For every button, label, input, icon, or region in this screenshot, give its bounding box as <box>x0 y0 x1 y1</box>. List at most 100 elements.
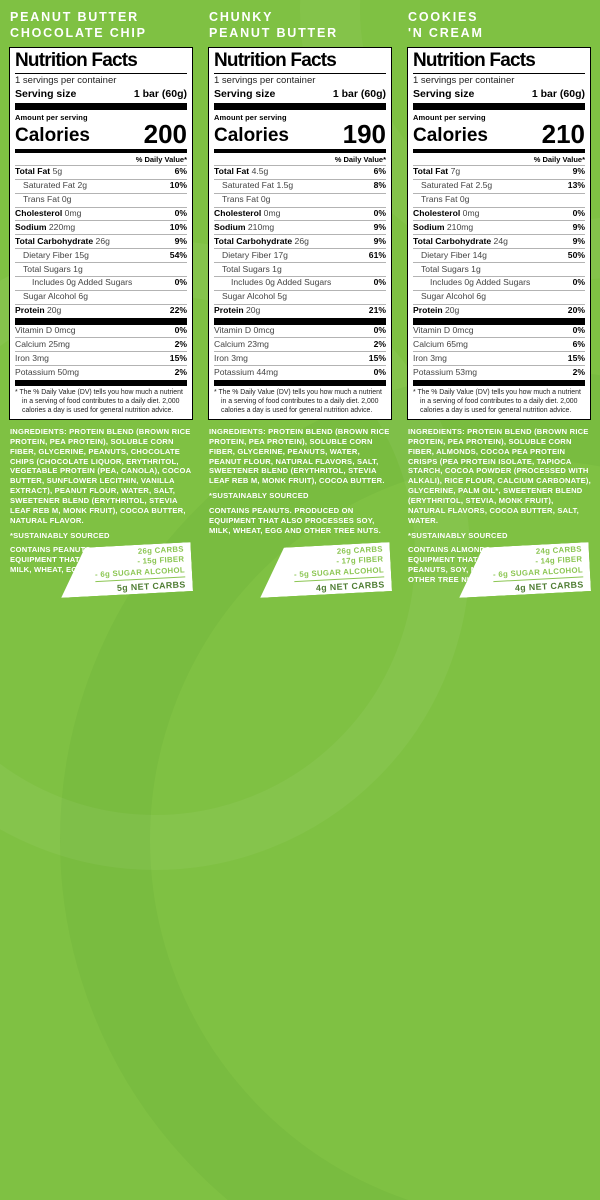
thick-rule <box>15 102 187 110</box>
allergen-processed-on: PRODUCED ON EQUIPMENT THAT ALSO PROCESSE… <box>209 505 381 535</box>
calories-label: Calories <box>413 124 488 146</box>
amount-per-serving-label: Amount per serving <box>15 112 88 122</box>
vitamin-amount: 25mg <box>48 338 70 349</box>
nutrient-label: Includes 0g Added Sugars <box>430 277 531 288</box>
medium-rule <box>214 380 386 387</box>
nutrient-amount: 1g <box>272 263 282 274</box>
nutrient-name: Includes 0g Added Sugars <box>214 277 331 288</box>
nutrient-row: Saturated Fat 2g 10% <box>15 178 187 193</box>
daily-value-header: % Daily Value* <box>533 154 585 164</box>
calories-row: Calories 210 <box>413 118 585 149</box>
nutrition-facts-title: Nutrition Facts <box>15 50 138 71</box>
sustainably-sourced-note: *SUSTAINABLY SOURCED <box>209 491 309 501</box>
nutrient-label: Dietary Fiber <box>222 249 272 260</box>
nutrient-row: Total Carbohydrate 26g 9% <box>214 234 386 248</box>
nutrient-amount: 20g <box>246 305 261 316</box>
ingredients-label: INGREDIENTS: <box>10 426 67 436</box>
nutrient-amount: 1g <box>471 263 481 274</box>
allergen-contains: CONTAINS ALMONDS. <box>408 545 493 555</box>
nutrient-label: Protein <box>15 305 45 316</box>
nutrient-daily-value: 22% <box>169 305 187 316</box>
ingredients-label: INGREDIENTS: <box>209 426 266 436</box>
nutrient-rows: Total Fat 5g 6% Saturated Fat 2g 10% Trans F… <box>15 164 187 318</box>
nutrient-name: Trans Fat 0g <box>214 194 270 205</box>
nutrition-facts-panel: Nutrition Facts 1 servings per container S… <box>407 47 591 420</box>
nutrient-name: Sugar Alcohol 6g <box>413 291 486 302</box>
net-carbs-total: 4g NET CARBS <box>514 579 584 594</box>
flavor-title-line-1: COOKIES <box>408 10 479 24</box>
nutrient-row: Trans Fat 0g <box>15 192 187 207</box>
nutrient-row: Total Sugars 1g <box>413 262 585 276</box>
nutrient-name: Protein 20g <box>214 305 261 316</box>
serving-size-row: Serving size 1 bar (60g) <box>413 87 585 103</box>
nutrient-row: Saturated Fat 1.5g 8% <box>214 178 386 193</box>
daily-value-footnote: * The % Daily Value (DV) tells you how m… <box>15 389 183 414</box>
nutrient-amount: 5g <box>52 166 63 177</box>
nutrient-name: Total Carbohydrate 24g <box>413 236 508 247</box>
nutrient-daily-value: 0% <box>373 277 386 288</box>
serving-size-label: Serving size <box>15 87 77 100</box>
vitamin-row: Vitamin D 0mcg 0% <box>214 325 386 338</box>
sustainably-sourced-note: *SUSTAINABLY SOURCED <box>10 530 110 540</box>
calories-value: 210 <box>541 118 585 149</box>
sustainably-sourced-note: *SUSTAINABLY SOURCED <box>408 530 508 540</box>
nutrition-facts-title: Nutrition Facts <box>413 50 536 71</box>
nutrient-amount: 0mg <box>462 208 480 219</box>
nutrient-amount: 210mg <box>247 221 275 232</box>
product-column-cookies-n-cream: COOKIES 'N CREAM Nutrition Facts 1 servings… <box>407 8 591 600</box>
nutrient-row: Total Fat 4.5g 6% <box>214 164 386 179</box>
nutrient-row: Total Carbohydrate 26g 9% <box>15 234 187 248</box>
nutrient-row: Sodium 210mg 9% <box>214 220 386 234</box>
daily-value-header: % Daily Value* <box>135 154 187 164</box>
flavor-title-line-2: CHOCOLATE CHIP <box>10 25 147 40</box>
nutrient-amount: 2g <box>77 180 88 191</box>
vitamin-rows: Vitamin D 0mcg 0% Calcium 65mg 6% Iron 3mg 15… <box>413 325 585 380</box>
net-carbs-total: 4g NET CARBS <box>315 579 385 594</box>
nutrient-name: Total Fat 7g <box>413 166 460 177</box>
nutrient-row: Protein 20g 21% <box>214 303 386 318</box>
nutrient-name: Dietary Fiber 15g <box>15 250 89 261</box>
nutrient-daily-value: 50% <box>567 249 585 260</box>
nutrient-daily-value: 6% <box>174 166 187 177</box>
nutrient-name: Dietary Fiber 14g <box>413 250 487 261</box>
vitamin-row: Vitamin D 0mcg 0% <box>413 325 585 338</box>
nutrient-label: Saturated Fat <box>222 180 275 191</box>
serving-size-label: Serving size <box>413 87 475 100</box>
thin-rule <box>15 72 187 74</box>
nutrient-row: Sugar Alcohol 6g <box>413 289 585 304</box>
nutrient-name: Sodium 220mg <box>15 222 75 233</box>
vitamin-row: Potassium 50mg 2% <box>15 365 187 379</box>
nutrient-name: Sodium 210mg <box>214 221 275 233</box>
vitamin-name: Iron 3mg <box>15 353 49 364</box>
flavor-title: PEANUT BUTTER CHOCOLATE CHIP <box>10 10 193 42</box>
vitamin-daily-value: 0% <box>373 366 386 377</box>
nutrient-name: Cholesterol 0mg <box>214 208 281 219</box>
nutrient-daily-value: 21% <box>368 305 386 316</box>
nutrient-row: Protein 20g 22% <box>15 303 187 318</box>
nutrition-facts-panel: Nutrition Facts 1 servings per container S… <box>9 47 193 420</box>
nutrient-label: Saturated Fat <box>23 180 76 191</box>
vitamin-amount: 53mg <box>455 366 478 377</box>
nutrient-name: Total Fat 4.5g <box>214 166 268 177</box>
thick-rule <box>413 102 585 110</box>
nutrient-label: Trans Fat <box>23 194 60 205</box>
calories-value: 200 <box>143 118 187 149</box>
nutrient-label: Total Sugars <box>23 263 71 274</box>
nutrient-label: Sodium <box>214 221 246 232</box>
vitamin-label: Potassium <box>413 366 454 377</box>
flavor-title: CHUNKY PEANUT BUTTER <box>209 10 392 42</box>
vitamin-daily-value: 0% <box>373 325 386 336</box>
nutrient-name: Total Carbohydrate 26g <box>214 236 309 247</box>
nutrient-name: Trans Fat 0g <box>15 194 72 205</box>
ingredients-label: INGREDIENTS: <box>408 426 465 436</box>
vitamin-amount: 23mg <box>247 338 269 349</box>
vitamin-daily-value: 15% <box>169 352 187 363</box>
vitamin-label: Potassium <box>15 366 56 377</box>
nutrient-amount: 0g <box>61 194 72 205</box>
nutrient-daily-value: 20% <box>567 305 585 316</box>
net-carbs-box: 26g CARBS - 17g FIBER - 5g SUGAR ALCOHOL 4g… <box>258 542 392 598</box>
nutrient-amount: 0mg <box>263 208 281 219</box>
calories-row: Calories 190 <box>214 121 386 147</box>
nutrient-label: Total Fat <box>214 166 250 177</box>
nutrient-row: Sodium 210mg 9% <box>413 220 585 234</box>
